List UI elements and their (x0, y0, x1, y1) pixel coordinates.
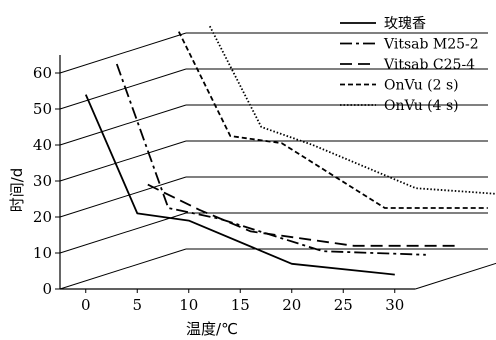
axes-layer: 0 10 20 30 40 50 60 0 5 10 15 20 25 30 (33, 55, 496, 314)
y-tick-label-60: 60 (33, 64, 52, 82)
series-line-1 (115, 63, 426, 256)
grid-diagonal-30 (59, 140, 187, 182)
x-tick-label-10: 10 (179, 296, 198, 314)
legend-label-2: Vitsab C25-4 (383, 57, 475, 73)
y-tick-label-20: 20 (33, 208, 52, 226)
legend-label-4: OnVu (4 s) (384, 98, 459, 114)
x-tick-label-30: 30 (385, 296, 404, 314)
grid-diagonal-50 (59, 68, 187, 110)
legend: 玫瑰香 Vitsab M25-2 Vitsab C25-4 OnVu (2 s) OnV… (340, 16, 479, 114)
y-tick-label-40: 40 (33, 136, 52, 154)
floor-diagonal (415, 262, 496, 290)
series-line-3 (177, 31, 488, 209)
grid-diagonal-40 (59, 104, 187, 146)
y-axis-label: 时间/d (8, 168, 26, 213)
y-tick-label-30: 30 (33, 172, 52, 190)
grid-diagonal-20 (59, 176, 187, 218)
x-axis-label: 温度/℃ (186, 320, 238, 338)
x-tick-label-25: 25 (334, 296, 353, 314)
legend-label-1: Vitsab M25-2 (383, 37, 479, 53)
grid-diagonal-0 (59, 248, 187, 290)
y-tick-label-50: 50 (33, 100, 52, 118)
x-tick-label-5: 5 (132, 296, 142, 314)
grid-diagonal-10 (59, 212, 187, 254)
x-tick-label-20: 20 (282, 296, 301, 314)
grid-diagonal-60 (59, 32, 187, 74)
series-line-0 (84, 94, 395, 276)
legend-label-3: OnVu (2 s) (384, 78, 459, 94)
y-tick-label-0: 0 (42, 280, 52, 298)
legend-label-0: 玫瑰香 (384, 16, 426, 32)
x-tick-label-15: 15 (231, 296, 250, 314)
x-tick-label-0: 0 (81, 296, 91, 314)
series-layer (84, 25, 496, 276)
series-line-2 (147, 183, 457, 247)
y-tick-label-10: 10 (33, 244, 52, 262)
